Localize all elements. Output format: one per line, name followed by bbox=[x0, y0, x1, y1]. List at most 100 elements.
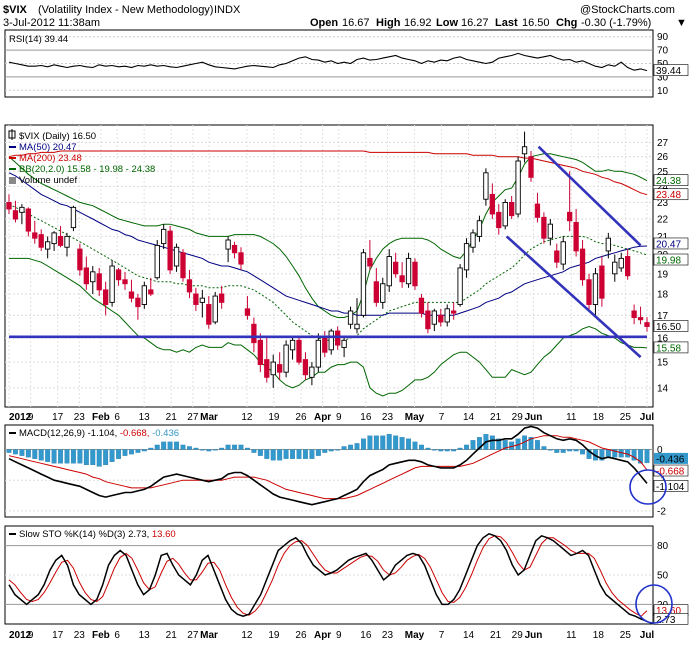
x-tick-label: 9 bbox=[336, 630, 342, 641]
macd-hist-bar bbox=[212, 449, 218, 451]
macd-hist-bar bbox=[206, 449, 212, 452]
macd-hist-bar bbox=[180, 444, 186, 450]
svg-text:-0.436: -0.436 bbox=[656, 454, 685, 465]
macd-hist-bar bbox=[238, 444, 244, 450]
macd-hist-bar bbox=[96, 449, 102, 467]
svg-text:24.38: 24.38 bbox=[656, 176, 681, 187]
macd-hist-bar bbox=[244, 447, 250, 450]
macd-hist-bar bbox=[567, 449, 573, 452]
price-panel: 2726252423222120191817161514 24.3823.482… bbox=[4, 124, 689, 408]
x-tick-label: Apr bbox=[314, 630, 331, 641]
macd-hist-bar bbox=[386, 434, 392, 450]
x-tick-label: 9 bbox=[28, 412, 34, 423]
macd-hist-bar bbox=[51, 449, 57, 464]
x-tick-label: 9 bbox=[336, 412, 342, 423]
x-tick-label: 26 bbox=[295, 412, 307, 423]
macd-hist-bar bbox=[90, 449, 96, 466]
legend-main: $VIX (Daily) 16.50 bbox=[19, 131, 96, 142]
macd-hist-bar bbox=[19, 449, 25, 456]
bollinger-lower-line bbox=[9, 257, 648, 397]
macd-hist-bar bbox=[502, 440, 508, 450]
price-tick-label: 24 bbox=[657, 182, 669, 193]
x-tick-label: Jul bbox=[640, 412, 655, 423]
price-tick-label: 17 bbox=[657, 311, 669, 322]
macd-hist-bar bbox=[251, 449, 257, 453]
x-tick-label: Jul bbox=[640, 630, 655, 641]
x-tick-label: 17 bbox=[52, 412, 64, 423]
candle bbox=[45, 236, 51, 259]
candle bbox=[309, 362, 315, 386]
candle bbox=[25, 207, 31, 237]
x-tick-label: 23 bbox=[74, 630, 86, 641]
macd-hist-bar bbox=[425, 447, 431, 450]
macd-hist-bar bbox=[586, 449, 592, 459]
macd-hist-bar bbox=[354, 443, 360, 450]
last-price-tag: 16.50 bbox=[653, 320, 689, 333]
x-tick-label: 21 bbox=[490, 412, 502, 423]
price-tick-label: 21 bbox=[657, 232, 669, 243]
candle bbox=[77, 243, 83, 276]
macd-hist-bar bbox=[348, 444, 354, 450]
candle bbox=[315, 333, 321, 373]
macd-hist-bar bbox=[270, 449, 276, 461]
svg-text:23.48: 23.48 bbox=[656, 190, 681, 201]
x-tick-label: 12 bbox=[241, 630, 253, 641]
macd-hist-bar bbox=[128, 449, 134, 455]
x-tick-label: 2012 bbox=[9, 412, 32, 423]
candle bbox=[560, 236, 566, 270]
x-tick-label: May bbox=[405, 630, 425, 641]
price-tick-label: 27 bbox=[657, 138, 669, 149]
ma50-tag: 20.47 bbox=[653, 237, 689, 250]
macd-hist-bar bbox=[25, 449, 31, 458]
candle bbox=[238, 247, 244, 270]
macd-hist-bar bbox=[148, 447, 154, 450]
candle bbox=[96, 267, 102, 297]
candle bbox=[231, 241, 238, 259]
rsi-tick-label: 90 bbox=[657, 32, 669, 43]
candle bbox=[367, 239, 373, 270]
price-tick-label: 23 bbox=[657, 198, 669, 209]
macd-signal-line bbox=[8, 435, 648, 500]
stoch-k-tag: 2.73 bbox=[653, 613, 689, 626]
x-tick-label: Jun bbox=[525, 412, 543, 423]
x-tick-label: 12 bbox=[241, 412, 253, 423]
chg-value: -0.30 (-1.79%) bbox=[581, 17, 651, 29]
macd-hist-bar bbox=[638, 449, 644, 464]
candle bbox=[264, 337, 270, 383]
x-tick-label: 26 bbox=[295, 630, 307, 641]
candle bbox=[463, 238, 470, 278]
ohlc-readout: Open 16.67 High 16.92 Low 16.27 Last 16.… bbox=[310, 17, 687, 29]
x-tick-label: 25 bbox=[620, 412, 632, 423]
candle bbox=[618, 252, 624, 272]
macd-hist-bar bbox=[534, 440, 540, 450]
macd-hist-bar bbox=[580, 449, 586, 455]
macd-hist-bar bbox=[290, 449, 296, 459]
stoch-legend: Slow STO %K(14) %D(3) 2.73, 13.60 bbox=[19, 529, 176, 540]
high-label: High bbox=[376, 17, 401, 29]
x-tick-label: 2012 bbox=[9, 630, 32, 641]
candle bbox=[483, 168, 489, 206]
rsi-tick-label: 30 bbox=[657, 72, 669, 83]
candle bbox=[528, 150, 534, 182]
x-tick-label: 23 bbox=[74, 412, 86, 423]
candle bbox=[554, 243, 560, 268]
macd-hist-bar bbox=[232, 444, 238, 450]
svg-text:20.47: 20.47 bbox=[656, 239, 681, 250]
candle bbox=[412, 258, 418, 290]
candle bbox=[489, 183, 495, 220]
macd-hist-bar bbox=[573, 449, 579, 452]
candle bbox=[57, 225, 64, 248]
candle bbox=[444, 304, 450, 327]
macd-hist-bar bbox=[167, 441, 173, 450]
svg-text:39.44: 39.44 bbox=[656, 66, 681, 77]
macd-hist-bar bbox=[451, 449, 457, 452]
macd-hist-bar bbox=[103, 449, 109, 466]
candle bbox=[212, 291, 218, 325]
macd-hist-bar bbox=[283, 449, 289, 459]
open-label: Open bbox=[310, 17, 338, 29]
price-tick-label: 16 bbox=[657, 333, 669, 344]
high-value: 16.92 bbox=[404, 17, 432, 29]
candle bbox=[277, 352, 283, 380]
x-tick-label: 18 bbox=[593, 630, 605, 641]
macd-hist-bar bbox=[457, 447, 463, 450]
